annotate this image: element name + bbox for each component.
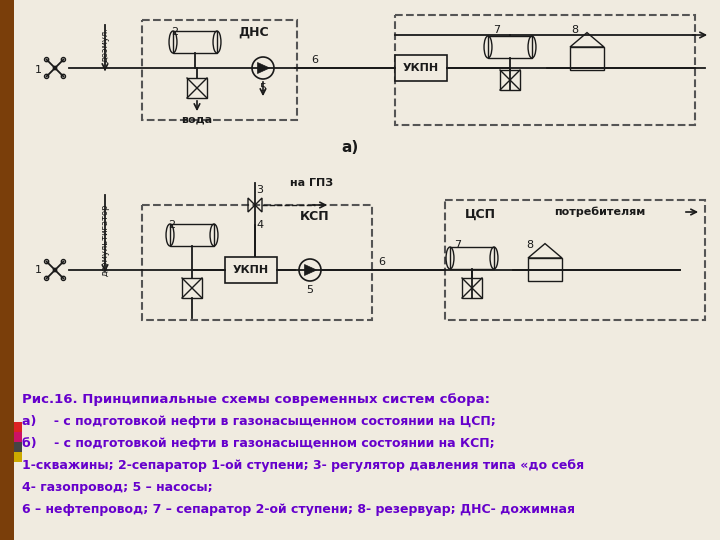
Text: 3: 3 [256, 185, 264, 195]
Text: 8: 8 [526, 240, 534, 250]
Bar [142, 20, 297, 120]
Text: 1: 1 [35, 65, 42, 75]
Text: 1-скважины; 2-сепаратор 1-ой ступени; 3- регулятор давления типа «до себя: 1-скважины; 2-сепаратор 1-ой ступени; 3-… [22, 459, 584, 472]
Bar [445, 200, 705, 320]
Bar [500, 70, 520, 90]
Polygon shape [258, 63, 269, 73]
Bar [187, 78, 207, 98]
Text: деэмул.: деэмул. [101, 28, 109, 63]
Text: 1: 1 [35, 265, 42, 275]
Text: КСП: КСП [300, 211, 329, 224]
Text: 6: 6 [379, 257, 385, 267]
Bar [142, 205, 372, 320]
Text: 5: 5 [307, 285, 313, 295]
Bar [395, 55, 447, 81]
Text: потребителям: потребителям [554, 207, 646, 217]
Text: на ГПЗ: на ГПЗ [290, 178, 333, 188]
Text: 2: 2 [171, 27, 179, 37]
Text: 2: 2 [168, 220, 176, 230]
Text: ДНС: ДНС [238, 25, 269, 38]
Text: а): а) [341, 140, 359, 156]
Bar [182, 278, 202, 298]
Text: деэмультигатор: деэмультигатор [101, 204, 109, 276]
Bar [528, 258, 562, 281]
Circle shape [53, 268, 57, 272]
Text: 8: 8 [572, 25, 579, 35]
Bar [14, 452, 22, 462]
Bar [462, 278, 482, 298]
Bar [488, 36, 532, 58]
Text: УКПН: УКПН [403, 63, 439, 73]
Bar [14, 422, 22, 432]
Text: УКПН: УКПН [233, 265, 269, 275]
Text: вода: вода [181, 115, 212, 125]
Bar [173, 31, 217, 53]
Text: 7: 7 [454, 240, 462, 250]
Text: 6: 6 [312, 55, 318, 65]
Bar [450, 247, 494, 269]
Text: Рис.16. Принципиальные схемы современных систем сбора:: Рис.16. Принципиальные схемы современных… [22, 393, 490, 406]
Bar [170, 224, 214, 246]
Polygon shape [305, 265, 317, 275]
Text: 7: 7 [493, 25, 500, 35]
Text: 5: 5 [259, 83, 266, 93]
Text: а)    - с подготовкой нефти в газонасыщенном состоянии на ЦСП;: а) - с подготовкой нефти в газонасыщенно… [22, 415, 496, 428]
Bar [570, 47, 604, 70]
Text: б)    - с подготовкой нефти в газонасыщенном состоянии на КСП;: б) - с подготовкой нефти в газонасыщенно… [22, 437, 495, 450]
Bar [225, 257, 277, 283]
Bar [14, 442, 22, 452]
Bar [0, 0, 14, 540]
Text: ЦСП: ЦСП [464, 207, 495, 220]
Bar [14, 432, 22, 442]
Bar [395, 15, 695, 125]
Circle shape [53, 66, 57, 70]
Text: 4- газопровод; 5 – насосы;: 4- газопровод; 5 – насосы; [22, 481, 212, 494]
Text: 4: 4 [256, 220, 264, 230]
Text: 6 – нефтепровод; 7 – сепаратор 2-ой ступени; 8- резервуар; ДНС- дожимная: 6 – нефтепровод; 7 – сепаратор 2-ой ступ… [22, 503, 575, 516]
